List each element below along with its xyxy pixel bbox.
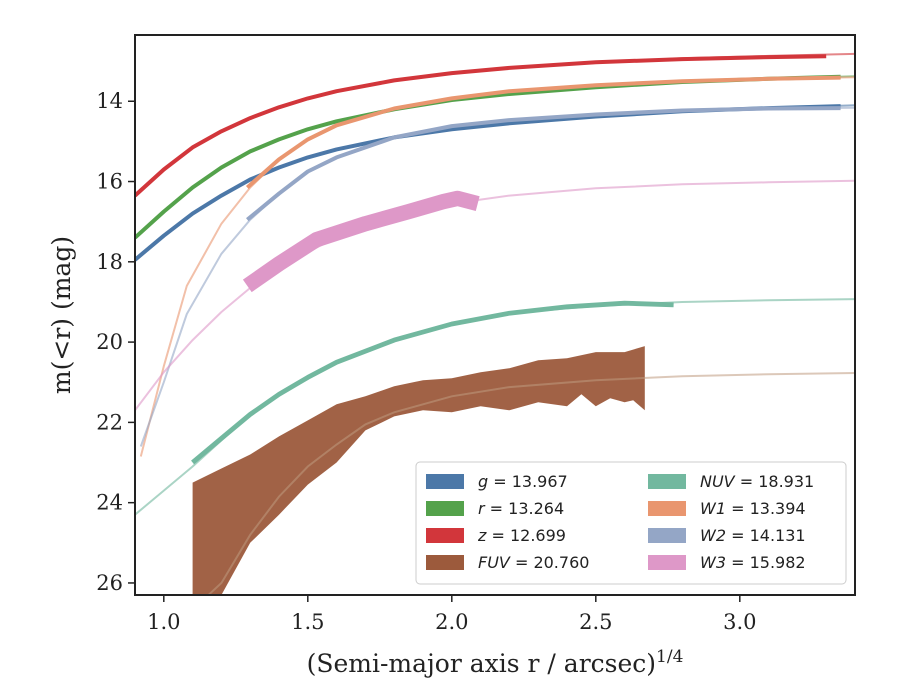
- legend-label-g: g = 13.967: [478, 472, 568, 491]
- x-axis-label: (Semi-major axis r / arcsec)1/4: [307, 647, 684, 678]
- legend-swatch-w3: [648, 555, 686, 570]
- legend-box: [415, 461, 847, 585]
- legend: g = 13.967 r = 13.264 z = 12.699 FUV = 20.7…: [415, 461, 847, 585]
- legend-label-fuv: FUV = 20.760: [478, 553, 589, 572]
- legend-label-r: r = 13.264: [478, 499, 564, 518]
- legend-swatch-w1: [648, 501, 686, 516]
- x-axis-label-exponent: 1/4: [656, 647, 683, 667]
- y-axis-label: m(<r) (mag): [47, 236, 76, 394]
- r-data-line: [135, 74, 841, 240]
- legend-label-z: z = 12.699: [477, 526, 566, 545]
- z-data-line: [135, 54, 827, 198]
- legend-swatch-g: [426, 474, 464, 489]
- x-tick-label: 2.0: [435, 610, 468, 634]
- legend-swatch-nuv: [648, 474, 686, 489]
- legend-label-nuv: NUV = 18.931: [700, 472, 814, 491]
- legend-label-w1: W1 = 13.394: [700, 499, 806, 518]
- w2-data-line: [246, 106, 841, 222]
- x-tick-label: 1.5: [291, 610, 324, 634]
- w1-data-line: [245, 75, 841, 189]
- x-tick-label: 3.0: [723, 610, 756, 634]
- x-axis-label-main: (Semi-major axis r / arcsec): [307, 649, 656, 678]
- series-layer: [135, 52, 855, 595]
- y-tick-label: 20: [96, 330, 123, 354]
- legend-swatch-fuv: [426, 555, 464, 570]
- fuv-model-line: [207, 372, 855, 595]
- axes: 1.0 1.5 2.0 2.5 3.0 14 16 18 20 22 24 26: [96, 34, 856, 634]
- y-tick-label: 18: [96, 250, 123, 274]
- y-tick-label: 16: [96, 170, 123, 194]
- w3-data-line: [242, 190, 480, 293]
- y-tick-label: 14: [96, 89, 123, 113]
- x-tick-label: 2.5: [579, 610, 612, 634]
- legend-label-w3: W3 = 15.982: [700, 553, 806, 572]
- y-tick-label: 26: [96, 571, 123, 595]
- legend-label-w2: W2 = 14.131: [700, 526, 806, 545]
- legend-swatch-w2: [648, 528, 686, 543]
- y-tick-label: 24: [96, 491, 123, 515]
- fuv-data-band: [192, 346, 645, 595]
- plot-area: [135, 52, 855, 595]
- nuv-data-line: [191, 300, 674, 465]
- legend-swatch-r: [426, 501, 464, 516]
- legend-swatch-z: [426, 528, 464, 543]
- y-tick-label: 22: [96, 410, 123, 434]
- x-tick-label: 1.0: [147, 610, 180, 634]
- axes-frame: [134, 34, 856, 596]
